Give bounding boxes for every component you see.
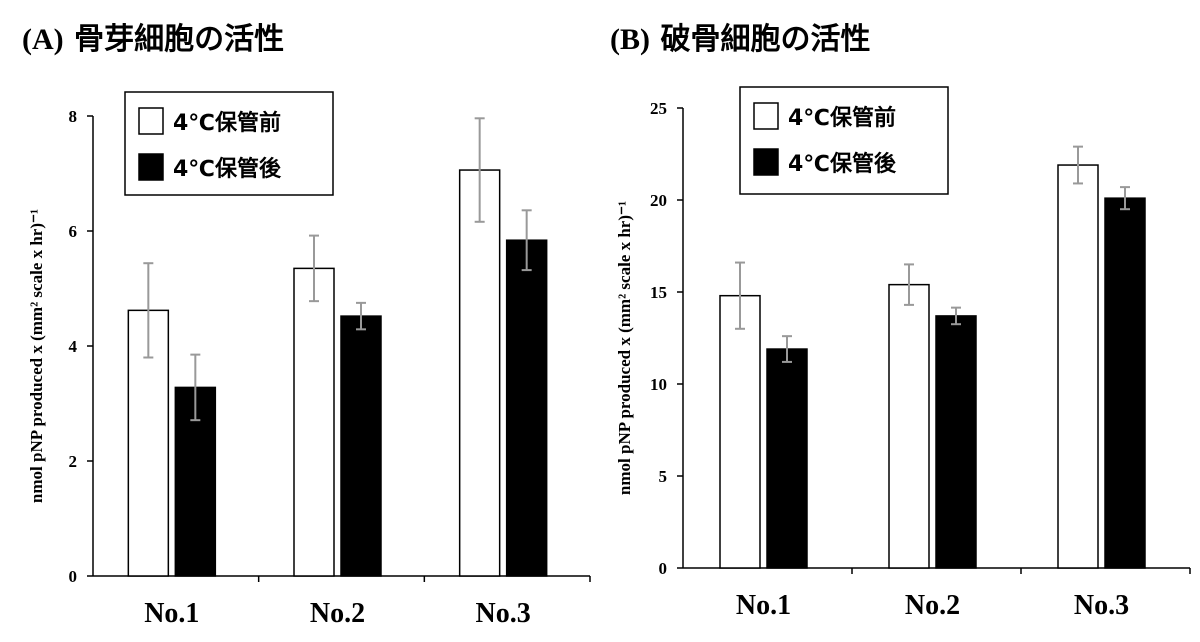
bar xyxy=(766,348,808,569)
chart-b: 0 5 10 15 20 25 nmol pNP produced x (mm² scale… xyxy=(615,86,1191,621)
legend-swatch xyxy=(753,102,779,130)
legend-label: 4℃保管前 xyxy=(788,105,896,131)
y-tick-label: 8 xyxy=(69,107,78,126)
y-tick-label: 20 xyxy=(650,191,667,210)
x-category-label: No.2 xyxy=(905,590,960,621)
y-tick-label: 10 xyxy=(650,375,667,394)
y-tick-label: 2 xyxy=(69,452,78,471)
legend-label: 4℃保管後 xyxy=(788,151,897,177)
panel-a-title-text: 骨芽細胞の活性 xyxy=(74,22,285,57)
x-category-label: No.1 xyxy=(144,598,199,629)
x-category-label: No.3 xyxy=(476,598,531,629)
y-tick-label: 0 xyxy=(69,567,78,586)
y-tick-label: 4 xyxy=(69,337,78,356)
panel-b-title: (B) 破骨細胞の活性 xyxy=(610,14,870,58)
x-category-label: No.1 xyxy=(736,590,791,621)
panel-b-title-text: 破骨細胞の活性 xyxy=(660,22,871,57)
y-tick-label: 0 xyxy=(659,559,668,578)
y-tick-label: 25 xyxy=(650,99,667,118)
y-tick-label: 15 xyxy=(650,283,667,302)
bar xyxy=(340,315,382,577)
chart-a: 0 2 4 6 8 nmol pNP produced x (mm² scale x hr… xyxy=(27,91,591,629)
panel-a-label: (A) xyxy=(22,23,64,56)
legend-swatch xyxy=(753,148,779,176)
y-axis-label: nmol pNP produced x (mm² scale x hr)⁻¹ xyxy=(27,209,46,503)
bar xyxy=(888,283,930,569)
bar xyxy=(1057,164,1099,569)
y-tick-label: 5 xyxy=(659,467,668,486)
legend-swatch xyxy=(138,153,164,181)
bar xyxy=(719,294,761,569)
y-axis-label: nmol pNP produced x (mm² scale x hr)⁻¹ xyxy=(615,201,634,495)
legend-label: 4℃保管後 xyxy=(173,156,282,182)
panel-a-title: (A) 骨芽細胞の活性 xyxy=(22,14,284,58)
bar xyxy=(458,169,501,577)
bar xyxy=(505,239,548,577)
x-category-label: No.3 xyxy=(1074,590,1129,621)
y-tick-label: 6 xyxy=(69,222,78,241)
panel-b-label: (B) xyxy=(610,23,650,56)
bar xyxy=(1104,197,1146,569)
legend-label: 4℃保管前 xyxy=(173,110,281,136)
bar xyxy=(935,315,977,569)
bar xyxy=(293,267,335,577)
x-category-label: No.2 xyxy=(310,598,365,629)
legend-swatch xyxy=(138,107,164,135)
